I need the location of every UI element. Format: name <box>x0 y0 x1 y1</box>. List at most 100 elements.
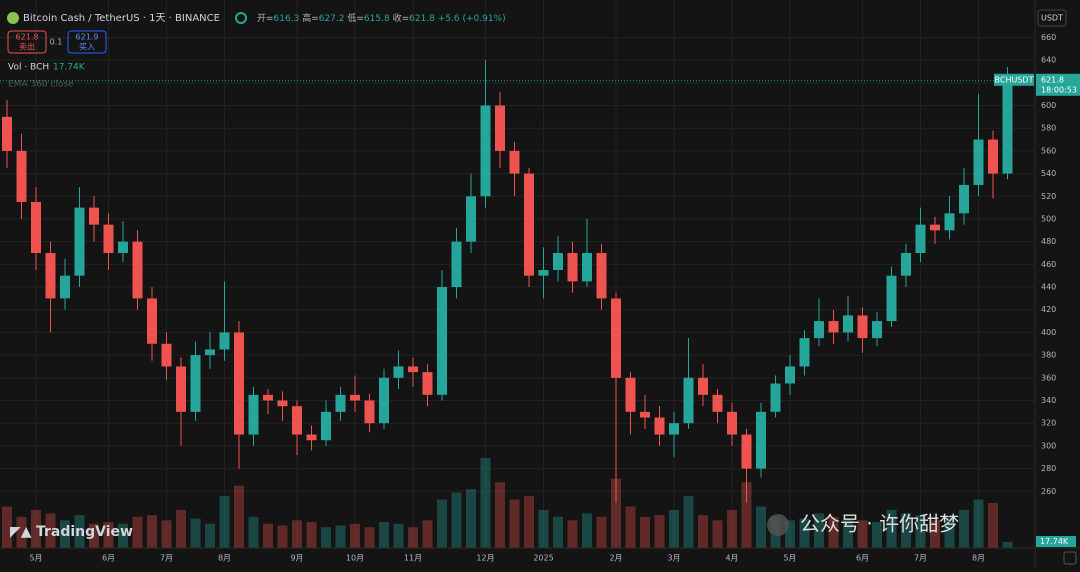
currency-button[interactable] <box>1037 9 1067 27</box>
sell-button[interactable] <box>7 30 47 54</box>
volume-bar <box>1002 541 1013 548</box>
volume-bar <box>857 520 868 548</box>
y-tick-label: 360 <box>1041 373 1056 382</box>
candle-body <box>495 105 505 151</box>
volume-bar <box>973 499 984 548</box>
y-tick-label: 640 <box>1041 56 1056 65</box>
volume-bar <box>640 516 650 548</box>
candle-body <box>727 411 737 435</box>
watermark: 公众号 · 许你甜梦 <box>800 512 959 536</box>
volume-bar <box>263 523 273 548</box>
candle-body <box>770 383 781 412</box>
candle-body <box>147 298 157 344</box>
sell-price: 621.8 <box>16 33 39 42</box>
volume-bar <box>321 527 331 548</box>
candle-body <box>654 417 665 435</box>
candle-body <box>930 224 940 231</box>
volume-bar <box>205 523 215 548</box>
candle-body <box>306 434 317 441</box>
candle-body <box>335 394 346 412</box>
settings-button[interactable] <box>1063 551 1077 565</box>
candle-body <box>60 275 70 299</box>
volume-bar <box>944 516 955 548</box>
candle-body <box>582 253 592 282</box>
x-tick-label: 3月 <box>667 554 680 563</box>
close-label: 收= <box>393 12 410 24</box>
volume-bar <box>89 523 99 548</box>
candle-body <box>669 423 679 435</box>
volume-bar <box>408 527 418 548</box>
close-value: 621.8 <box>409 14 435 24</box>
volume-bar <box>524 496 534 548</box>
candle-body <box>698 377 708 395</box>
volume-bar <box>74 515 85 548</box>
volume-bar <box>596 516 607 548</box>
volume-bar <box>306 522 317 548</box>
volume-bar <box>669 509 679 548</box>
volume-bar <box>393 523 404 548</box>
buy-price: 621.9 <box>76 33 99 42</box>
candle-body <box>872 321 882 339</box>
volume-bar <box>118 523 128 548</box>
candle-body <box>16 150 27 202</box>
change-value: +5.6 (+0.91%) <box>438 14 506 24</box>
y-tick-label: 600 <box>1041 101 1056 110</box>
high-value: 627.2 <box>319 14 345 24</box>
volume-bar <box>741 482 752 548</box>
candle-body <box>466 196 476 242</box>
volume-bar <box>828 516 839 548</box>
volume-bar <box>959 509 969 548</box>
x-tick-label: 6月 <box>102 554 115 563</box>
symbol-tag <box>994 73 1034 86</box>
price-label: 621.8 <box>1041 75 1064 84</box>
volume-bar <box>176 509 186 548</box>
y-tick-label: 400 <box>1041 328 1056 337</box>
high-label: 高= <box>302 12 319 24</box>
status-dot <box>235 12 247 24</box>
candle-body <box>596 253 607 299</box>
x-tick-label: 10月 <box>346 554 364 563</box>
candle-body <box>161 343 172 367</box>
candle-body <box>611 298 621 378</box>
buy-button[interactable] <box>67 30 107 54</box>
x-tick-label: 5月 <box>783 554 796 563</box>
candle-body <box>988 139 998 174</box>
candle-body <box>741 434 752 469</box>
candle-body <box>234 332 244 435</box>
volume-bar <box>132 516 143 548</box>
price-tag <box>1036 73 1080 96</box>
volume-bar <box>538 509 549 548</box>
volume-bar <box>190 518 201 548</box>
volume-bar <box>915 515 926 548</box>
volume-bar <box>654 515 665 548</box>
low-label: 低= <box>347 12 364 24</box>
volume-bar <box>248 516 259 548</box>
volume-bar <box>988 503 998 548</box>
y-tick-label: 460 <box>1041 260 1056 269</box>
volume-value: 17.74K <box>53 63 86 73</box>
volume-bar <box>2 506 12 548</box>
volume-bar <box>712 520 723 548</box>
volume-bar <box>335 525 346 548</box>
candle-body <box>350 394 360 401</box>
candle-body <box>538 270 549 276</box>
candle-body <box>640 411 650 418</box>
y-tick-label: 340 <box>1041 396 1056 405</box>
candle-body <box>205 349 215 356</box>
volume-bar <box>480 458 491 548</box>
volume-bar <box>495 482 505 548</box>
candle-body <box>1002 80 1013 174</box>
candle-body <box>176 366 186 412</box>
volume-bar <box>45 513 56 548</box>
y-tick-label: 660 <box>1041 33 1056 42</box>
volume-axis-label: 17.74K <box>1040 537 1069 546</box>
candle-body <box>756 411 766 469</box>
y-tick-label: 320 <box>1041 419 1056 428</box>
candle-body <box>379 377 389 424</box>
volume-bar <box>930 520 940 548</box>
x-tick-label: 9月 <box>290 554 303 563</box>
volume-bar <box>147 515 157 548</box>
candle-body <box>190 355 201 412</box>
volume-bar <box>451 492 462 548</box>
candle-body <box>277 400 288 407</box>
